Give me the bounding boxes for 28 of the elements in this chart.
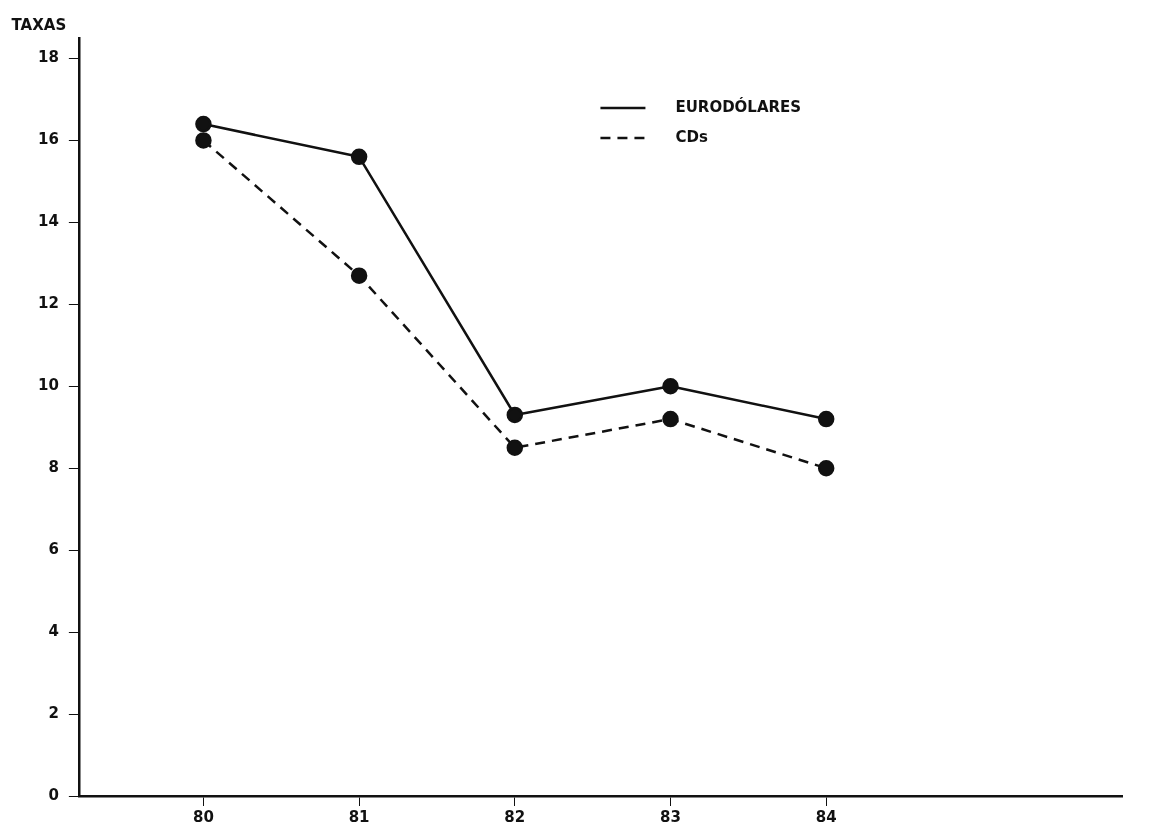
legend-label: EURODÓLARES — [675, 96, 802, 116]
y-tick-label: 8 — [48, 458, 59, 477]
point — [195, 115, 212, 133]
y-tick-label: 16 — [38, 130, 59, 149]
y-tick-label: 18 — [38, 48, 59, 67]
point — [506, 406, 524, 424]
point — [350, 148, 368, 166]
y-tick-label: 14 — [38, 212, 59, 231]
y-tick-label: 2 — [48, 703, 59, 722]
legend-label: CDs — [675, 127, 708, 146]
x-tick-label: 82 — [504, 807, 526, 826]
point — [662, 378, 679, 395]
y-axis-title: TAXAS — [11, 16, 67, 35]
x-tick-label: 80 — [192, 807, 214, 826]
point — [817, 410, 835, 428]
y-tick-label: 6 — [48, 540, 59, 559]
point — [350, 267, 368, 284]
y-tick-label: 12 — [38, 294, 59, 313]
y-tick-label: 0 — [48, 785, 59, 804]
y-tick-label: 4 — [48, 622, 59, 640]
x-tick-label: 83 — [660, 807, 681, 826]
y-tick-label: 10 — [38, 376, 59, 395]
point — [662, 410, 679, 428]
x-tick-label: 81 — [348, 807, 370, 826]
x-tick-label: 84 — [815, 807, 837, 826]
point — [195, 132, 212, 149]
point — [817, 459, 835, 477]
point — [506, 439, 524, 456]
